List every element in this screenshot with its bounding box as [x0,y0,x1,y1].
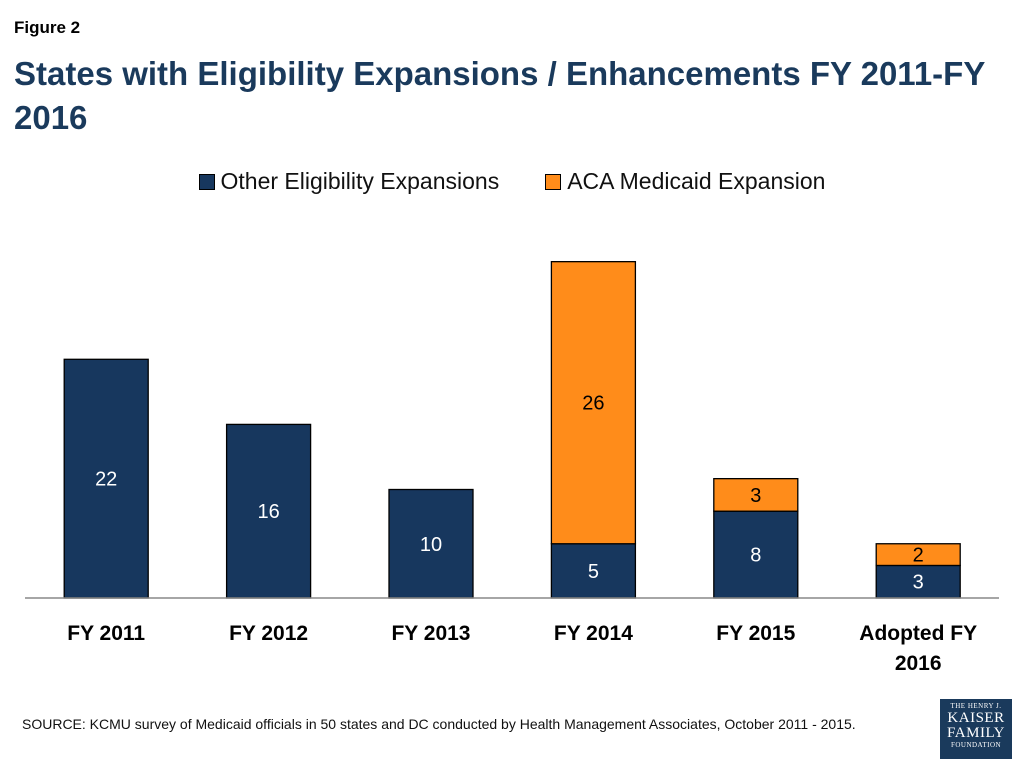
bar-other-1 [225,423,312,599]
data-label-other-0: 22 [95,469,117,491]
data-label-aca-3: 26 [582,393,604,415]
legend-item-other: Other Eligibility Expansions [198,168,500,195]
logo-line-2: KAISER [947,710,1005,726]
chart-legend: Other Eligibility Expansions ACA Medicai… [0,168,1024,195]
x-tick-label-0: FY 2011 [67,622,145,645]
bar-aca-5 [875,543,961,567]
x-tick-label-3: FY 2014 [554,622,633,645]
data-label-other-4: 8 [750,545,761,567]
bar-aca-3 [550,260,637,545]
data-label-other-3: 5 [588,561,599,583]
logo-line-3: FAMILY [947,725,1005,741]
data-label-aca-4: 3 [750,485,761,507]
kff-logo: THE HENRY J. KAISER FAMILY FOUNDATION [940,699,1012,759]
chart-title: States with Eligibility Expansions / Enh… [14,55,985,136]
bar-other-0 [63,358,149,599]
bar-chart: 22 FY 2011 16 FY 2012 10 FY 2013 5 26 FY 2014 8 3 F… [25,260,999,675]
legend-label-aca: ACA Medicaid Expansion [567,168,826,194]
data-label-other-1: 16 [257,501,279,523]
data-label-other-2: 10 [420,534,442,556]
bar-aca-4 [713,477,799,512]
source-note: SOURCE: KCMU survey of Medicaid official… [22,716,856,732]
legend-swatch-other [198,173,215,190]
figure-label: Figure 2 [14,18,81,37]
logo-line-4: FOUNDATION [950,741,1002,749]
bar-other-5 [875,564,961,599]
data-label-aca-5: 2 [913,545,924,567]
x-tick-label-5: 2016 [895,652,942,675]
logo-line-1: THE HENRY J. [950,702,1002,710]
data-label-other-5: 3 [913,572,924,594]
legend-label-other: Other Eligibility Expansions [220,168,500,194]
x-tick-label-4: FY 2015 [716,622,795,645]
legend-swatch-aca [545,173,562,190]
x-tick-label-5: Adopted FY [859,622,977,645]
bar-other-4 [713,510,799,599]
legend-item-aca: ACA Medicaid Expansion [545,168,825,195]
bar-other-2 [388,488,474,599]
x-tick-label-2: FY 2013 [391,622,470,645]
x-tick-label-1: FY 2012 [229,622,308,645]
